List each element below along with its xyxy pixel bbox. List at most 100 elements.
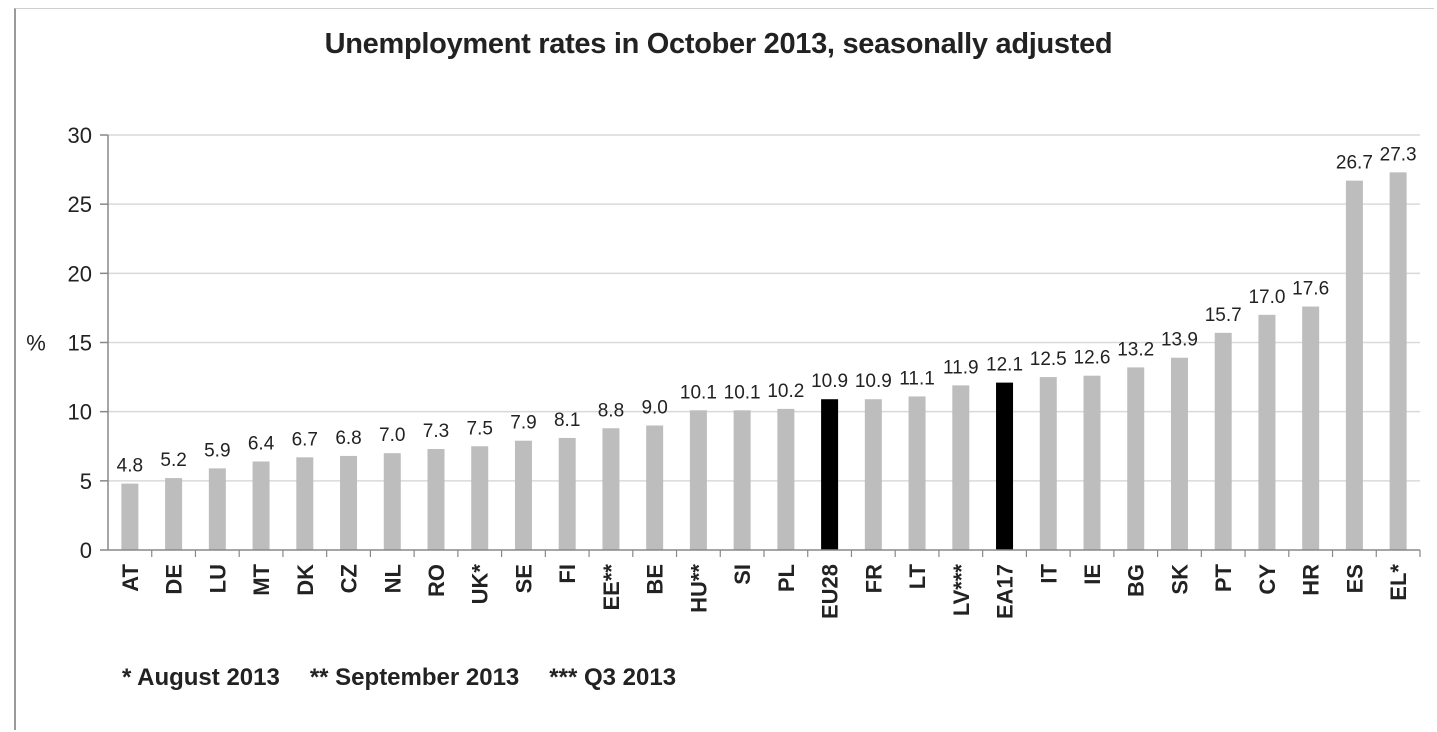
value-label: 7.3 [423,421,449,442]
footnote-q3: *** Q3 2013 [549,664,677,691]
category-label: LT [905,563,930,589]
bar-sk [1170,357,1188,550]
bar-it [1039,377,1057,550]
value-label: 12.5 [1030,349,1067,370]
bar-ie [1083,375,1101,550]
value-label: 7.5 [467,418,493,439]
gridlines [108,134,1420,482]
bar-pl [777,408,795,550]
category-label: BE [643,564,668,595]
bar-lv [952,385,970,550]
value-label: 11.9 [943,357,979,378]
category-label: PT [1211,563,1236,592]
category-label: EU28 [818,564,843,619]
value-label: 6.8 [335,428,361,449]
bar-mt [252,461,270,550]
category-label: FR [861,564,886,593]
y-tick-label: 20 [68,261,92,286]
category-label: CZ [337,564,362,593]
bar-cz [340,455,358,550]
value-label: 10.1 [724,382,761,403]
category-label: UK* [468,564,493,605]
bar-fr [864,399,882,550]
chart-frame [14,8,1434,730]
bar-cy [1258,314,1276,550]
value-label: 17.0 [1248,287,1285,308]
value-label: 11.1 [899,368,935,389]
bar-dk [296,457,314,550]
category-label: HR [1299,564,1324,596]
value-label: 13.2 [1117,339,1154,360]
bar-ro [427,449,445,550]
value-label: 17.6 [1292,279,1329,300]
category-label: HU** [686,564,711,613]
y-tick-label: 5 [80,469,92,494]
bar-ea17 [996,382,1014,550]
value-label: 12.1 [986,355,1023,376]
axes: 0 5 10 15 20 25 30% AT DE LU MT DK CZ NL RO UK* SE FI EE**… [26,123,1421,619]
value-label: 8.1 [554,410,580,431]
y-tick-label: 15 [68,331,92,356]
value-label: 6.7 [292,429,318,450]
value-label: 15.7 [1205,305,1242,326]
category-label: MT [249,563,274,595]
value-label: 4.8 [117,456,143,477]
chart-title: Unemployment rates in October 2013, seas… [324,28,1113,60]
bar-uk [471,446,489,550]
footnotes: * August 2013 ** September 2013 *** Q3 2… [122,664,676,692]
category-label: EL* [1386,564,1411,601]
category-label: DK [293,564,318,596]
value-label: 7.9 [510,413,536,434]
bar-de [165,478,183,550]
category-label: IE [1080,564,1105,585]
value-label: 5.9 [204,440,230,461]
category-label: ES [1342,564,1367,593]
bar-si [733,410,751,550]
bar-el [1389,172,1407,550]
category-label: LV*** [949,564,974,617]
bar-lu [208,468,226,550]
category-label: EA17 [993,564,1018,619]
bar-pt [1214,332,1232,550]
category-label: RO [424,564,449,597]
value-label: 27.3 [1380,144,1417,165]
category-label: BG [1124,564,1149,597]
category-label: AT [118,563,143,591]
category-label: FI [555,564,580,584]
bars [121,172,1407,550]
value-label: 5.2 [160,450,186,471]
footnote-august: * August 2013 [122,664,280,691]
bar-ee [602,428,620,550]
category-label: SI [730,564,755,585]
value-label: 10.2 [767,381,804,402]
bar-hr [1302,306,1320,550]
value-labels: 4.8 5.2 5.9 6.4 6.7 6.8 7.0 7.3 7.5 7.9 8.1 8.8 9.0 1… [117,144,1417,476]
category-label: SK [1167,564,1192,595]
footnote-september: ** September 2013 [309,664,520,691]
value-label: 6.4 [248,433,275,454]
category-label: SE [511,564,536,593]
bar-at [121,483,139,550]
value-label: 8.8 [598,400,624,421]
category-label: IT [1036,563,1061,583]
value-label: 9.0 [641,398,667,419]
category-label: DE [162,564,187,595]
y-tick-label: 30 [68,123,92,148]
category-label: NL [380,564,405,593]
y-tick-label: 0 [80,538,92,563]
bar-bg [1127,367,1145,550]
value-label: 26.7 [1336,153,1373,174]
category-label: PL [774,564,799,592]
bar-hu [689,410,707,550]
value-label: 12.6 [1074,348,1111,369]
value-label: 10.9 [811,371,848,392]
category-label: EE** [599,564,624,611]
category-label: CY [1255,564,1280,595]
y-tick-label: 10 [68,400,92,425]
y-axis-label: % [26,331,46,356]
value-label: 10.1 [680,382,717,403]
bar-be [646,425,664,550]
bar-fi [558,437,576,550]
y-tick-label: 25 [68,192,92,217]
